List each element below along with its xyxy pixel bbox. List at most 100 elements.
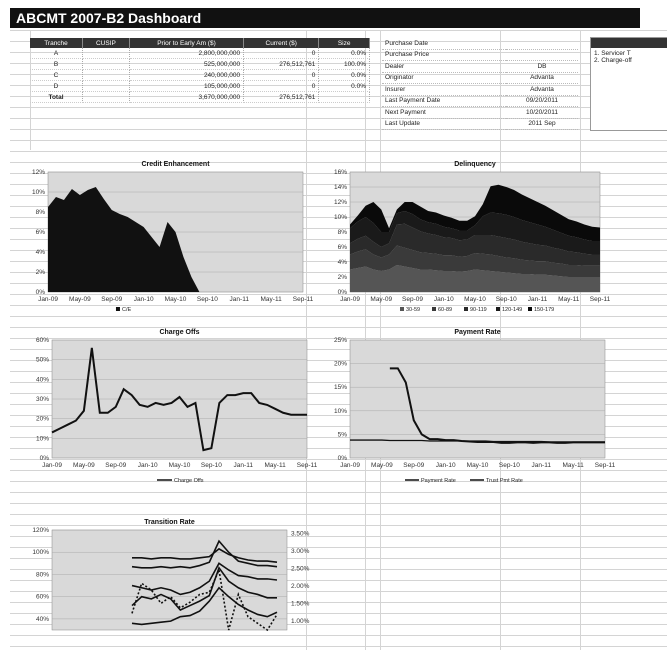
delinquency-area-120-149 (350, 211, 600, 255)
info-label: Last Payment Date (382, 95, 506, 107)
x-tick-label: Jan-11 (230, 296, 250, 303)
x-tick-label: May-11 (261, 296, 283, 303)
x-tick-label: May-09 (370, 296, 392, 303)
y-tick-label: 4% (338, 259, 348, 266)
x-tick-label: Sep-11 (590, 296, 611, 303)
x-tick-label: Jan-10 (134, 296, 154, 303)
x-tick-label: Jan-10 (434, 296, 454, 303)
x-tick-label: Jan-09 (42, 462, 62, 469)
y-tick-label: 0% (36, 289, 46, 296)
x-tick-label: Sep-10 (197, 296, 218, 303)
legend-swatch (115, 307, 120, 311)
info-value: DB (506, 60, 578, 73)
info-row: Next Payment 10/20/2011 (382, 106, 578, 119)
info-row: Purchase Price (382, 49, 578, 61)
legend-label: Payment Rate (421, 478, 456, 484)
y2-tick-label: 2.50% (291, 566, 310, 573)
y-tick-label: 4% (36, 249, 46, 256)
notes-header (591, 38, 667, 48)
y-tick-label: 12% (32, 169, 45, 176)
info-value: 10/20/2011 (506, 106, 578, 119)
table-cell: B (30, 58, 83, 70)
x-tick-label: Jan-10 (138, 462, 158, 469)
table-cell: 3,670,000,000 (129, 91, 245, 103)
legend-swatch (528, 307, 532, 311)
y-tick-label: 40% (36, 376, 49, 383)
y-tick-label: 2% (338, 274, 348, 281)
info-label: Last Update (382, 118, 506, 130)
y-tick-label: 14% (334, 184, 347, 191)
x-tick-label: May-11 (563, 462, 585, 469)
y-tick-label: 10% (32, 189, 45, 196)
table-cell: 276,512,761 (243, 58, 320, 70)
y-tick-label: 10% (334, 408, 347, 415)
x-tick-label: May-11 (558, 296, 580, 303)
note-line: 2. Charge-off (594, 57, 632, 64)
plot-area (349, 339, 606, 459)
y2-tick-label: 3.00% (291, 548, 310, 555)
transition-line-2 (131, 562, 278, 596)
table-cell: A (30, 48, 83, 59)
y-tick-label: 0% (40, 455, 50, 462)
info-row: Purchase Date (382, 38, 578, 50)
x-tick-label: May-09 (371, 462, 393, 469)
info-value: 2011 Sep (506, 118, 578, 130)
y-tick-label: 6% (338, 244, 348, 251)
info-value: 09/20/2011 (506, 95, 578, 107)
table-row: A 2,800,000,000 0 0.0% (30, 48, 370, 59)
x-tick-label: Sep-09 (101, 296, 122, 303)
table-cell: 0 (243, 48, 320, 59)
table-cell: 100.0% (318, 58, 370, 70)
chart-title: Payment Rate (454, 329, 500, 336)
y-tick-label: 60% (36, 337, 49, 344)
transition-line-1 (131, 539, 278, 569)
y2-tick-label: 1.50% (291, 601, 310, 608)
chart-title: Credit Enhancement (141, 161, 210, 168)
legend-label: Charge Offs (174, 478, 204, 484)
x-tick-label: May-09 (73, 462, 95, 469)
y-tick-label: 100% (32, 549, 49, 556)
dashboard-title: ABCMT 2007-B2 Dashboard (10, 8, 640, 28)
table-header: Tranche (30, 38, 83, 48)
legend-swatch (464, 307, 468, 311)
y-tick-label: 50% (36, 357, 49, 364)
table-cell (318, 91, 370, 103)
legend-swatch (432, 307, 436, 311)
legend-label: 150-179 (534, 307, 554, 313)
y-tick-label: 12% (334, 199, 347, 206)
legend-swatch (400, 307, 404, 311)
delinquency-area-60-89 (350, 245, 600, 277)
table-row: C 240,000,000 0 0.0% (30, 69, 370, 81)
table-header: CUSIP (82, 38, 130, 48)
charge-offs-chart: Charge Offs 0% 10% 20% 30% 40% 50% 60% Jan-09 May… (18, 326, 318, 491)
table-cell (82, 58, 130, 70)
info-label: Dealer (382, 60, 506, 73)
y-tick-label: 8% (338, 229, 348, 236)
x-tick-label: Sep-10 (499, 462, 520, 469)
legend-label: 120-149 (502, 307, 522, 313)
table-cell: 0.0% (318, 80, 370, 92)
chart-title: Transition Rate (144, 519, 195, 526)
info-row: Last Update 2011 Sep (382, 118, 578, 130)
table-cell (82, 91, 130, 103)
table-cell (82, 80, 130, 92)
info-row: Originator Advanta (382, 72, 578, 84)
legend-label: 90-119 (470, 307, 487, 313)
x-tick-label: Sep-09 (402, 296, 423, 303)
legend-label: C/E (122, 307, 132, 313)
info-value (506, 49, 578, 61)
charge-offs-line (51, 347, 307, 452)
x-tick-label: May-10 (464, 296, 486, 303)
y-tick-label: 2% (36, 269, 46, 276)
notes-panel: 1. Servicer T 2. Charge-off (590, 37, 667, 131)
table-row: Total 3,670,000,000 276,512,761 (30, 91, 370, 103)
info-label: Purchase Price (382, 49, 506, 61)
x-tick-label: Sep-09 (403, 462, 424, 469)
x-tick-label: Sep-09 (105, 462, 126, 469)
transition-rate-chart: Transition Rate 40% 60% 80% 100% 120% 1.00% 1.5… (18, 516, 318, 632)
transition-line-0 (132, 547, 278, 564)
y-tick-label: 20% (36, 416, 49, 423)
payment-rate-chart: Payment Rate 0% 5% 10% 15% 20% 25% Jan-09 May-09… (320, 326, 620, 491)
info-row: Last Payment Date 09/20/2011 (382, 95, 578, 107)
payment-rate-line-1 (350, 439, 605, 443)
